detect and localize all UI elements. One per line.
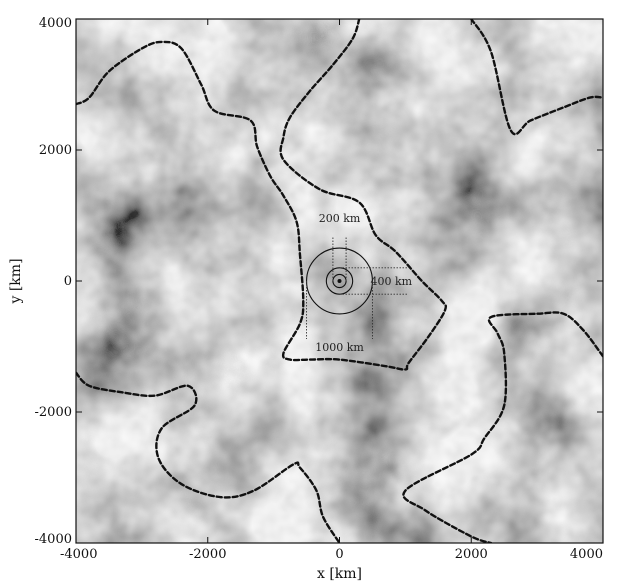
scale-guide-400	[339, 267, 408, 295]
scale-annotation: 200 km 400 km 1000 km	[306, 212, 413, 354]
y-axis-label: y [km]	[8, 258, 24, 304]
contour-line-4	[402, 311, 603, 543]
x-tick-label: 2000	[455, 547, 488, 562]
y-tick-label: 2000	[39, 143, 72, 158]
y-tick-label: 4000	[39, 16, 72, 31]
y-tick-label: -2000	[35, 405, 72, 420]
scale-guide-200	[332, 237, 347, 281]
x-tick-label: -4000	[60, 547, 97, 562]
origin-dot	[337, 279, 342, 283]
scale-label-400: 400 km	[371, 275, 413, 288]
x-tick-label: 4000	[570, 547, 603, 562]
x-axis-label: x [km]	[317, 566, 362, 581]
contour-layer	[76, 19, 603, 543]
contour-line-1	[76, 19, 448, 371]
contour-line-3	[76, 371, 341, 543]
tick-layer: -4000 -2000 0 2000 4000 -4000 -2000 0 2000 4000	[35, 16, 604, 562]
y-tick-label: 0	[64, 274, 72, 289]
scale-guide-1000	[306, 281, 373, 339]
y-tick-label: -4000	[35, 532, 72, 547]
scale-label-1000: 1000 km	[315, 341, 364, 354]
contour-line-2	[470, 19, 603, 136]
x-tick-label: -2000	[189, 547, 226, 562]
scale-label-200: 200 km	[319, 212, 361, 225]
x-tick-label: 0	[335, 547, 343, 562]
